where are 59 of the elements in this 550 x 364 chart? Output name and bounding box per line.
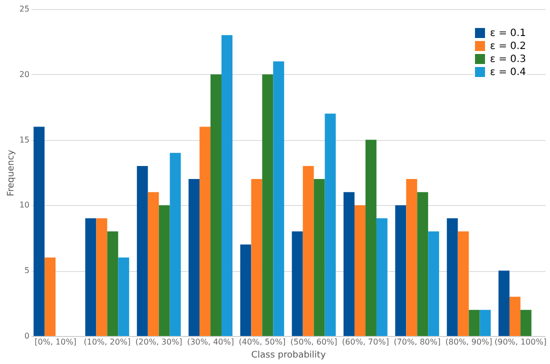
bar — [480, 310, 491, 336]
bar — [96, 218, 108, 336]
bar — [158, 205, 170, 336]
y-tick-label: 5 — [24, 266, 30, 276]
x-tick-label: (90%, 100%] — [494, 338, 546, 346]
bar — [262, 74, 274, 336]
bar — [365, 140, 376, 336]
bar — [354, 205, 366, 336]
bar — [468, 310, 480, 336]
y-tick-label: 20 — [19, 70, 30, 79]
bar — [509, 296, 520, 336]
x-tick-label: (60%, 70%] — [342, 338, 389, 346]
x-tick-label: (40%, 50%] — [238, 338, 286, 346]
bar — [136, 166, 148, 336]
bar — [44, 258, 56, 336]
y-tick-label: 0 — [24, 332, 30, 340]
x-tick-label: (70%, 80%] — [394, 338, 441, 346]
x-tick-label: (30%, 40%] — [187, 338, 234, 346]
bar — [251, 179, 262, 336]
bar — [200, 126, 211, 336]
bar — [395, 205, 406, 336]
y-tick-label: 15 — [19, 135, 30, 144]
y-tick-label: 10 — [19, 200, 30, 210]
bar — [302, 166, 314, 336]
bar — [446, 218, 458, 336]
bar — [107, 231, 118, 336]
bar — [417, 192, 428, 336]
x-tick-label: (80%, 90%] — [445, 338, 492, 346]
bar — [210, 74, 222, 336]
bar — [406, 179, 418, 336]
bar — [148, 192, 159, 336]
bar — [324, 114, 336, 336]
bar — [34, 126, 45, 336]
x-tick-label: (10%, 20%] — [84, 338, 131, 346]
bar — [85, 218, 96, 336]
bar — [221, 35, 232, 336]
bar — [428, 231, 440, 336]
bar — [292, 231, 303, 336]
legend-label: ε = 0.2 — [490, 41, 526, 52]
bar — [314, 179, 325, 336]
bar — [520, 310, 532, 336]
bar — [240, 244, 252, 336]
x-tick-label: (20%, 30%] — [135, 338, 182, 346]
bar — [344, 192, 355, 336]
bar — [376, 218, 388, 336]
bar — [498, 270, 510, 336]
x-axis-title: Class probability — [251, 350, 326, 360]
legend-label: ε = 0.1 — [490, 28, 526, 39]
bar — [118, 258, 130, 336]
bar — [188, 179, 200, 336]
x-tick-label: [0%, 10%] — [34, 338, 76, 346]
bar — [273, 61, 284, 336]
bar — [458, 231, 469, 336]
legend-label: ε = 0.4 — [490, 67, 526, 78]
bar — [170, 152, 181, 336]
y-axis-title: Frequency — [6, 149, 16, 196]
x-tick-label: (50%, 60%] — [290, 338, 338, 346]
y-tick-label: 25 — [19, 4, 30, 14]
legend-label: ε = 0.3 — [490, 54, 526, 65]
